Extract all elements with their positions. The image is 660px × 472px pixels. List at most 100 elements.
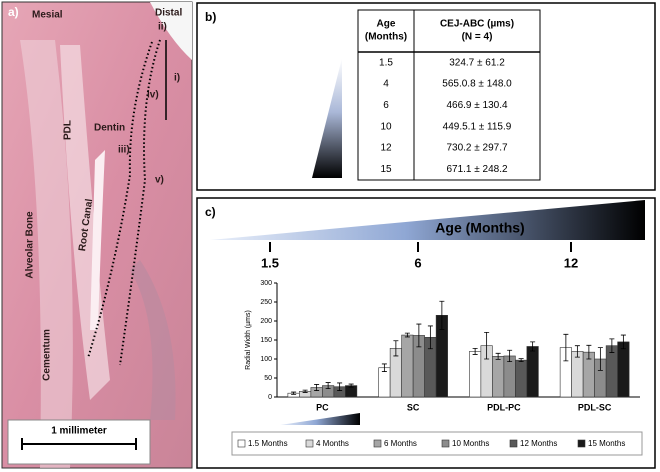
age-title: Age (Months) <box>435 220 524 236</box>
error-bar <box>563 333 569 362</box>
error-bar <box>416 323 422 348</box>
x-tick-label: SC <box>407 402 420 412</box>
bone-region <box>130 260 176 420</box>
error-bar <box>404 332 410 338</box>
bone-region <box>20 40 73 468</box>
table-cell: 449.5.1 ± 115.9 <box>443 121 512 132</box>
panel-label: b) <box>205 10 216 24</box>
legend-swatch <box>237 439 246 448</box>
error-bar <box>530 341 536 352</box>
table-cell: 565.0.8 ± 148.0 <box>442 79 512 90</box>
error-bar <box>518 358 524 363</box>
y-tick-label: 150 <box>260 337 272 344</box>
age-label: 6 <box>414 255 421 270</box>
small-wedge <box>280 413 360 425</box>
region-label: Dentin <box>94 123 125 134</box>
marker: iii) <box>118 145 130 156</box>
table-cell: 324.7 ± 61.2 <box>449 57 505 68</box>
error-bar <box>337 382 343 391</box>
table-cell: 12 <box>380 143 392 154</box>
error-bar <box>495 352 501 360</box>
y-tick-label: 250 <box>260 299 272 306</box>
bar <box>515 359 528 398</box>
error-bar <box>302 389 308 393</box>
x-tick-label: PDL-PC <box>487 402 521 412</box>
legend-label: 12 Months <box>520 439 557 448</box>
y-tick-label: 200 <box>260 318 272 325</box>
legend-label: 10 Months <box>452 439 489 448</box>
legend-label: 15 Months <box>588 439 625 448</box>
bar <box>571 351 584 398</box>
bar <box>617 341 630 398</box>
table-cell: 4 <box>383 79 389 90</box>
y-tick-label: 50 <box>264 375 272 382</box>
legend-swatch <box>509 439 518 448</box>
bar <box>503 355 516 398</box>
marker: iv) <box>147 90 159 101</box>
crown-space <box>150 2 192 60</box>
panel-b: b) Age (Months) CEJ-ABC (µms) (N = 4) 1.5 324… <box>196 2 656 191</box>
error-bar <box>574 345 580 358</box>
x-tick-label: PDL-SC <box>578 402 612 412</box>
scale-label: 1 millimeter <box>51 426 107 437</box>
panel-a: 1 millimeter a) Mesial Distal PDL Dentin… <box>1 1 193 469</box>
table-header: (N = 4) <box>462 32 493 43</box>
table-header: Age <box>377 19 396 30</box>
table-cell: 1.5 <box>379 57 393 68</box>
table-cell: 15 <box>380 164 392 175</box>
y-tick-label: 300 <box>260 280 272 287</box>
error-bar <box>291 391 297 395</box>
error-bar <box>325 382 331 390</box>
region-label: Distal <box>155 8 182 19</box>
error-bar <box>597 347 603 371</box>
table-cell: 6 <box>383 100 389 111</box>
y-tick-label: 100 <box>260 356 272 363</box>
error-bar <box>393 340 399 357</box>
age-label: 12 <box>564 255 578 270</box>
legend-label: 6 Months <box>384 439 417 448</box>
age-wedge <box>312 58 342 178</box>
marker: ii) <box>158 22 167 33</box>
panel-frame <box>196 2 656 191</box>
legend-swatch <box>441 439 450 448</box>
marker: i) <box>174 73 180 84</box>
legend-swatch <box>577 439 586 448</box>
error-bar <box>586 344 592 360</box>
error-bar <box>620 334 626 350</box>
legend-swatch <box>373 439 382 448</box>
region-label: Cementum <box>42 329 53 381</box>
region-label: Alveolar Bone <box>25 211 36 279</box>
marker: v) <box>155 175 164 186</box>
error-bar <box>609 338 615 353</box>
bar <box>469 351 482 398</box>
panel-c: c) Age (Months) 1.5 6 12 0 50 100 150 200 250 300… <box>196 197 656 469</box>
scale-box <box>7 419 151 465</box>
legend-swatch <box>305 439 314 448</box>
error-bar <box>348 383 354 388</box>
table-cell: 10 <box>380 121 392 132</box>
table-frame <box>357 9 541 181</box>
bar <box>492 356 505 398</box>
error-bar <box>381 363 387 372</box>
table-cell: 730.2 ± 297.7 <box>446 143 508 154</box>
error-bar <box>439 300 445 330</box>
legend-label: 4 Months <box>316 439 349 448</box>
bar <box>401 334 414 398</box>
error-bar <box>507 349 513 363</box>
error-bar <box>314 384 320 391</box>
region-label: PDL <box>63 120 74 140</box>
bar <box>605 345 618 398</box>
age-label: 1.5 <box>261 255 279 270</box>
region-label: Mesial <box>32 10 63 21</box>
panel-frame <box>196 197 656 469</box>
bar <box>526 346 539 398</box>
legend-frame <box>231 431 643 456</box>
legend-label: 1.5 Months <box>248 439 288 448</box>
table-header: (Months) <box>365 32 407 43</box>
root-canal <box>90 150 105 330</box>
x-tick-label: PC <box>316 402 329 412</box>
y-axis-title: Radial Width (µms) <box>245 310 252 370</box>
error-bar <box>472 347 478 355</box>
